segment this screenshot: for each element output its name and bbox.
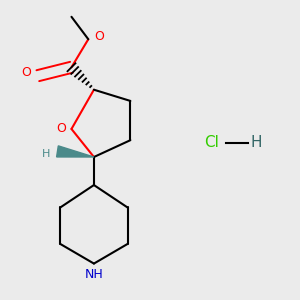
Text: H: H (251, 136, 262, 151)
Text: Cl: Cl (204, 136, 219, 151)
Text: H: H (42, 149, 50, 159)
Text: NH: NH (85, 268, 103, 281)
Text: O: O (57, 122, 67, 136)
Polygon shape (57, 146, 94, 157)
Text: O: O (22, 66, 32, 80)
Text: O: O (94, 30, 104, 43)
